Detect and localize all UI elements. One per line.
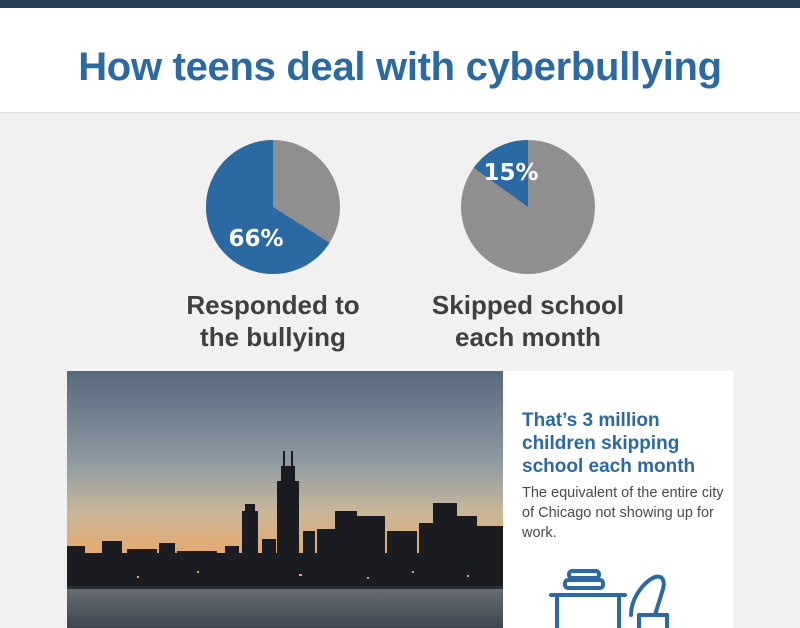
page-title: How teens deal with cyberbullying [78,45,722,89]
header: How teens deal with cyberbullying [0,8,800,113]
callout-card: That’s 3 million children skipping schoo… [503,371,733,628]
caption-line: Skipped school [431,290,625,320]
pie-chart-responded: 66% [206,140,340,274]
pie-caption-responded: Responded to the bullying [153,289,393,353]
pie-value-label: 66% [228,226,283,252]
callout-body: The equivalent of the entire city of Chi… [522,485,724,541]
top-bar [0,0,800,8]
pie-value-label: 15% [483,160,538,186]
pie-caption-skipped: Skipped school each month [408,289,648,353]
caption-line: Responded to [186,290,360,320]
pie-chart-skipped: 15% [461,140,595,274]
school-desk-icon [549,569,669,628]
chicago-skyline-photo [67,371,503,628]
caption-line: each month [455,322,601,352]
pie-slice-highlight [206,140,330,274]
callout-heading: That’s 3 million children skipping schoo… [522,410,696,477]
pie-slice-highlight [473,140,528,207]
caption-line: the bullying [200,322,346,352]
